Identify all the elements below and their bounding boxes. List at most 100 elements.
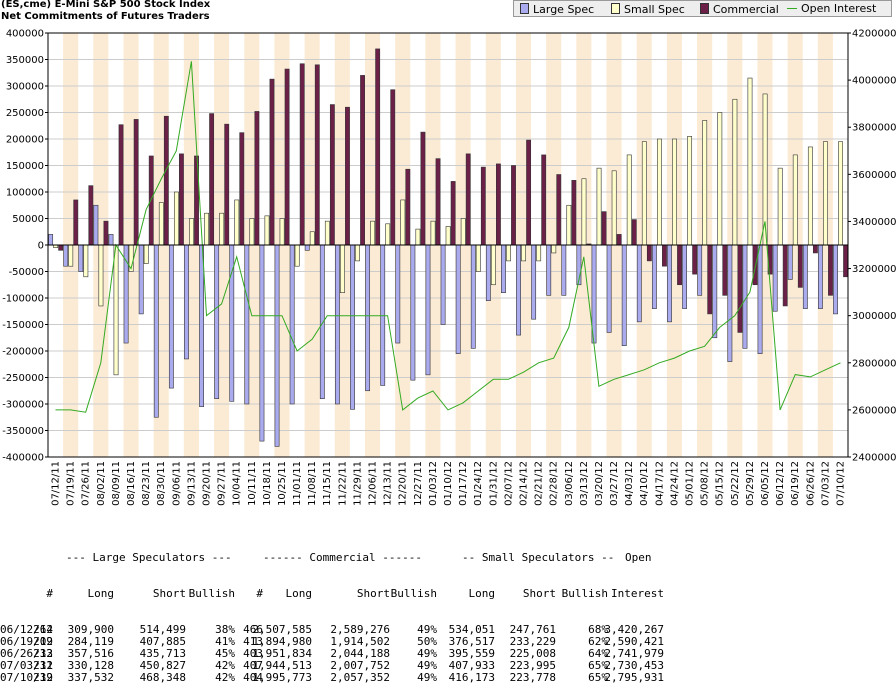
large-spec-bar <box>108 234 114 246</box>
x-tick-label: 12/06/11 <box>368 461 379 506</box>
large-spec-bar <box>395 244 401 344</box>
x-tick-label: 05/29/12 <box>745 461 756 506</box>
table-row: 07/10/12 239 337,532 468,348 42% 404 1,995,773… <box>0 671 704 684</box>
table-cell: 2,590,421 <box>604 635 664 648</box>
table-cell: 223,778 <box>509 671 556 684</box>
table-cell: 42% <box>215 659 235 672</box>
right-tick-label: 4200000 <box>852 29 896 40</box>
commercial-bar <box>329 104 335 246</box>
small-spec-bar <box>385 223 391 246</box>
commercial-bar <box>450 181 456 246</box>
open-interest-line <box>55 61 841 413</box>
x-tick-label: 07/26/11 <box>81 461 92 506</box>
commercial-bar <box>646 244 652 262</box>
table-row: 06/26/12 233 357,516 435,713 45% 403 1,951,834… <box>0 647 704 660</box>
small-spec-bar <box>189 218 194 246</box>
x-tick-label: 03/13/12 <box>579 461 590 506</box>
small-spec-bar <box>807 146 813 246</box>
small-spec-bar <box>219 212 225 246</box>
left-tick-label: 350000 <box>6 55 44 66</box>
large-spec-bar <box>772 244 778 312</box>
left-tick-label: -350000 <box>2 426 44 437</box>
right-tick-label: 2600000 <box>852 405 896 416</box>
left-tick-label: 200000 <box>6 135 44 146</box>
legend-item-large-spec: Large Spec <box>520 3 595 16</box>
x-tick-label: 06/12/12 <box>775 461 786 506</box>
x-tick-label: 12/20/11 <box>398 461 409 506</box>
commercial-bar <box>345 106 350 246</box>
x-tick-label: 11/29/11 <box>352 461 363 506</box>
small-spec-bar <box>838 141 843 246</box>
table-cell: 1,944,513 <box>252 659 312 672</box>
commercial-bar <box>601 211 607 246</box>
small-spec-bar <box>143 244 149 264</box>
x-tick-label: 08/09/11 <box>111 461 122 506</box>
table-cell: 2,057,352 <box>330 671 390 684</box>
legend-label-large-spec: Large Spec <box>533 3 595 16</box>
commercial-bar <box>662 244 667 267</box>
small-spec-bar <box>355 244 360 262</box>
small-spec-bar <box>370 220 376 246</box>
group-header-large-spec: --- Large Speculators --- <box>66 551 232 564</box>
small-spec-bar <box>672 138 677 246</box>
large-spec-bar <box>818 244 823 309</box>
table-cell: 247,761 <box>509 623 556 636</box>
column-header: Long <box>87 587 115 600</box>
column-header: # <box>256 587 263 600</box>
x-tick-label: 01/03/12 <box>428 461 439 506</box>
x-tick-label: 11/22/11 <box>337 461 348 506</box>
column-header: Interest <box>611 587 664 600</box>
legend-swatch-large-spec <box>520 3 529 14</box>
small-spec-bar <box>687 136 693 246</box>
large-spec-bar <box>787 244 793 280</box>
x-tick-label: 02/14/12 <box>518 461 529 506</box>
commercial-bar <box>752 244 758 286</box>
legend-item-open-interest: Open Interest <box>787 3 876 15</box>
right-tick-label: 3800000 <box>852 123 896 134</box>
small-spec-bar <box>626 154 632 246</box>
large-spec-bar <box>621 244 627 346</box>
small-spec-bar <box>445 226 451 246</box>
small-spec-bar <box>657 138 662 246</box>
table-cell: 2,741,979 <box>604 647 664 660</box>
table-cell: 468,348 <box>139 671 186 684</box>
cot-table: --- Large Speculators --- ------ Commerc… <box>0 528 704 696</box>
commercial-bar <box>360 75 365 246</box>
table-row: 07/03/12 231 330,128 450,827 42% 407 1,944,513… <box>0 659 704 672</box>
right-tick-label: 4000000 <box>852 76 896 87</box>
legend-label-small-spec: Small Spec <box>624 3 685 16</box>
open-interest-series <box>55 61 841 413</box>
x-tick-label: 09/13/11 <box>186 461 197 506</box>
large-spec-bar <box>697 244 703 296</box>
column-header: Bullish <box>561 587 608 600</box>
left-tick-label: -100000 <box>2 294 44 305</box>
x-tick-label: 01/17/12 <box>458 461 469 506</box>
x-tick-label: 11/15/11 <box>322 461 333 506</box>
table-cell: 416,173 <box>448 671 495 684</box>
table-cell: 1,914,502 <box>330 635 390 648</box>
table-row: 06/12/12 264 309,900 514,499 38% 466 2,507,585… <box>0 623 704 636</box>
legend-label-commercial: Commercial <box>713 3 779 16</box>
large-spec-bar <box>350 244 355 410</box>
small-spec-bar <box>611 170 617 246</box>
large-spec-bar <box>425 244 431 376</box>
commercial-bar <box>616 234 622 246</box>
x-tick-label: 11/01/11 <box>292 461 303 506</box>
large-spec-bar <box>274 244 280 447</box>
column-header: Short <box>152 587 186 600</box>
x-tick-label: 08/16/11 <box>126 461 137 506</box>
commercial-bar <box>843 244 849 278</box>
large-spec-bar <box>289 244 295 405</box>
commercial-bar <box>692 244 698 275</box>
x-tick-label: 05/08/12 <box>700 461 711 506</box>
table-cell: 50% <box>417 635 437 648</box>
commercial-bar <box>511 165 516 246</box>
small-spec-bar <box>279 218 285 246</box>
x-tick-label: 04/24/12 <box>669 461 680 506</box>
right-tick-label: 3400000 <box>852 217 896 228</box>
table-body: 06/12/12 264 309,900 514,499 38% 466 2,507,585… <box>0 623 704 684</box>
small-spec-bar <box>792 154 798 246</box>
large-spec-bar <box>93 204 99 246</box>
table-cell: 2,589,276 <box>330 623 390 636</box>
commercial-bar <box>148 155 154 246</box>
